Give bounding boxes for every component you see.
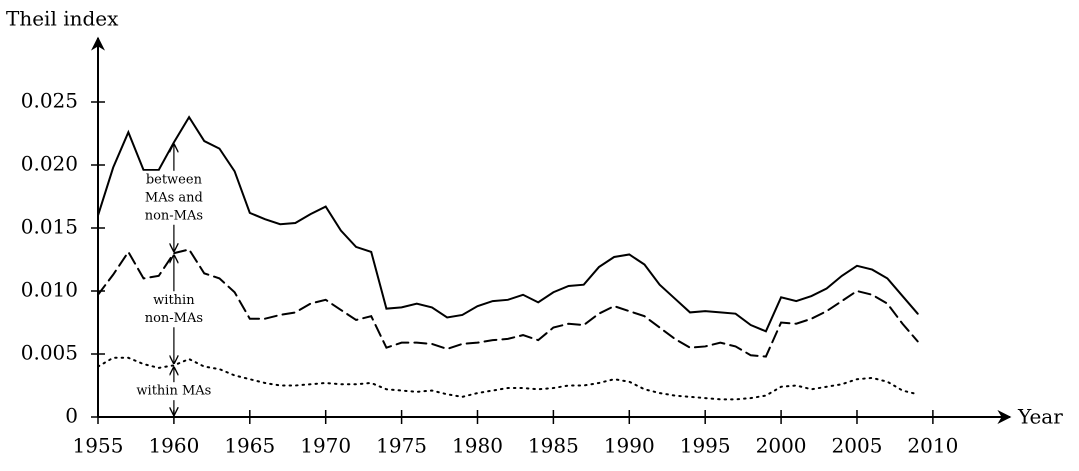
y-tick-label: 0.020 bbox=[21, 152, 78, 176]
series-line bbox=[97, 356, 919, 401]
annotation: MAs and bbox=[145, 190, 203, 205]
annotation: within MAs bbox=[136, 384, 211, 399]
annotation: between bbox=[146, 172, 203, 187]
x-tick-label: 1970 bbox=[300, 434, 351, 458]
annotation-bg bbox=[141, 291, 206, 328]
annotation-bg bbox=[129, 382, 218, 401]
annotation: non-MAs bbox=[145, 311, 203, 326]
y-tick-label: 0 bbox=[65, 404, 78, 428]
x-tick-label: 2000 bbox=[756, 434, 807, 458]
x-tick-label: 1995 bbox=[680, 434, 731, 458]
y-tick-label: 0.015 bbox=[21, 215, 78, 239]
x-tick-label: 1975 bbox=[376, 434, 427, 458]
series-line bbox=[97, 115, 919, 333]
x-tick-label: 1990 bbox=[604, 434, 655, 458]
annotation-bg bbox=[141, 170, 206, 225]
y-tick-label: 0.025 bbox=[21, 89, 78, 113]
x-tick-label: 1985 bbox=[528, 434, 579, 458]
x-tick-label: 2005 bbox=[832, 434, 883, 458]
series-line bbox=[97, 248, 919, 358]
y-tick-label: 0.005 bbox=[21, 341, 78, 365]
x-tick-label: 1965 bbox=[224, 434, 275, 458]
y-tick-label: 0.010 bbox=[21, 278, 78, 302]
x-tick-label: 1960 bbox=[148, 434, 199, 458]
x-tick-label: 1980 bbox=[452, 434, 503, 458]
x-axis-label: Year bbox=[1017, 405, 1063, 429]
y-axis-label: Theil index bbox=[6, 7, 119, 31]
annotation: non-MAs bbox=[145, 208, 203, 223]
x-tick-label: 1955 bbox=[73, 434, 124, 458]
x-tick-label: 2010 bbox=[907, 434, 958, 458]
annotation: within bbox=[153, 293, 195, 308]
